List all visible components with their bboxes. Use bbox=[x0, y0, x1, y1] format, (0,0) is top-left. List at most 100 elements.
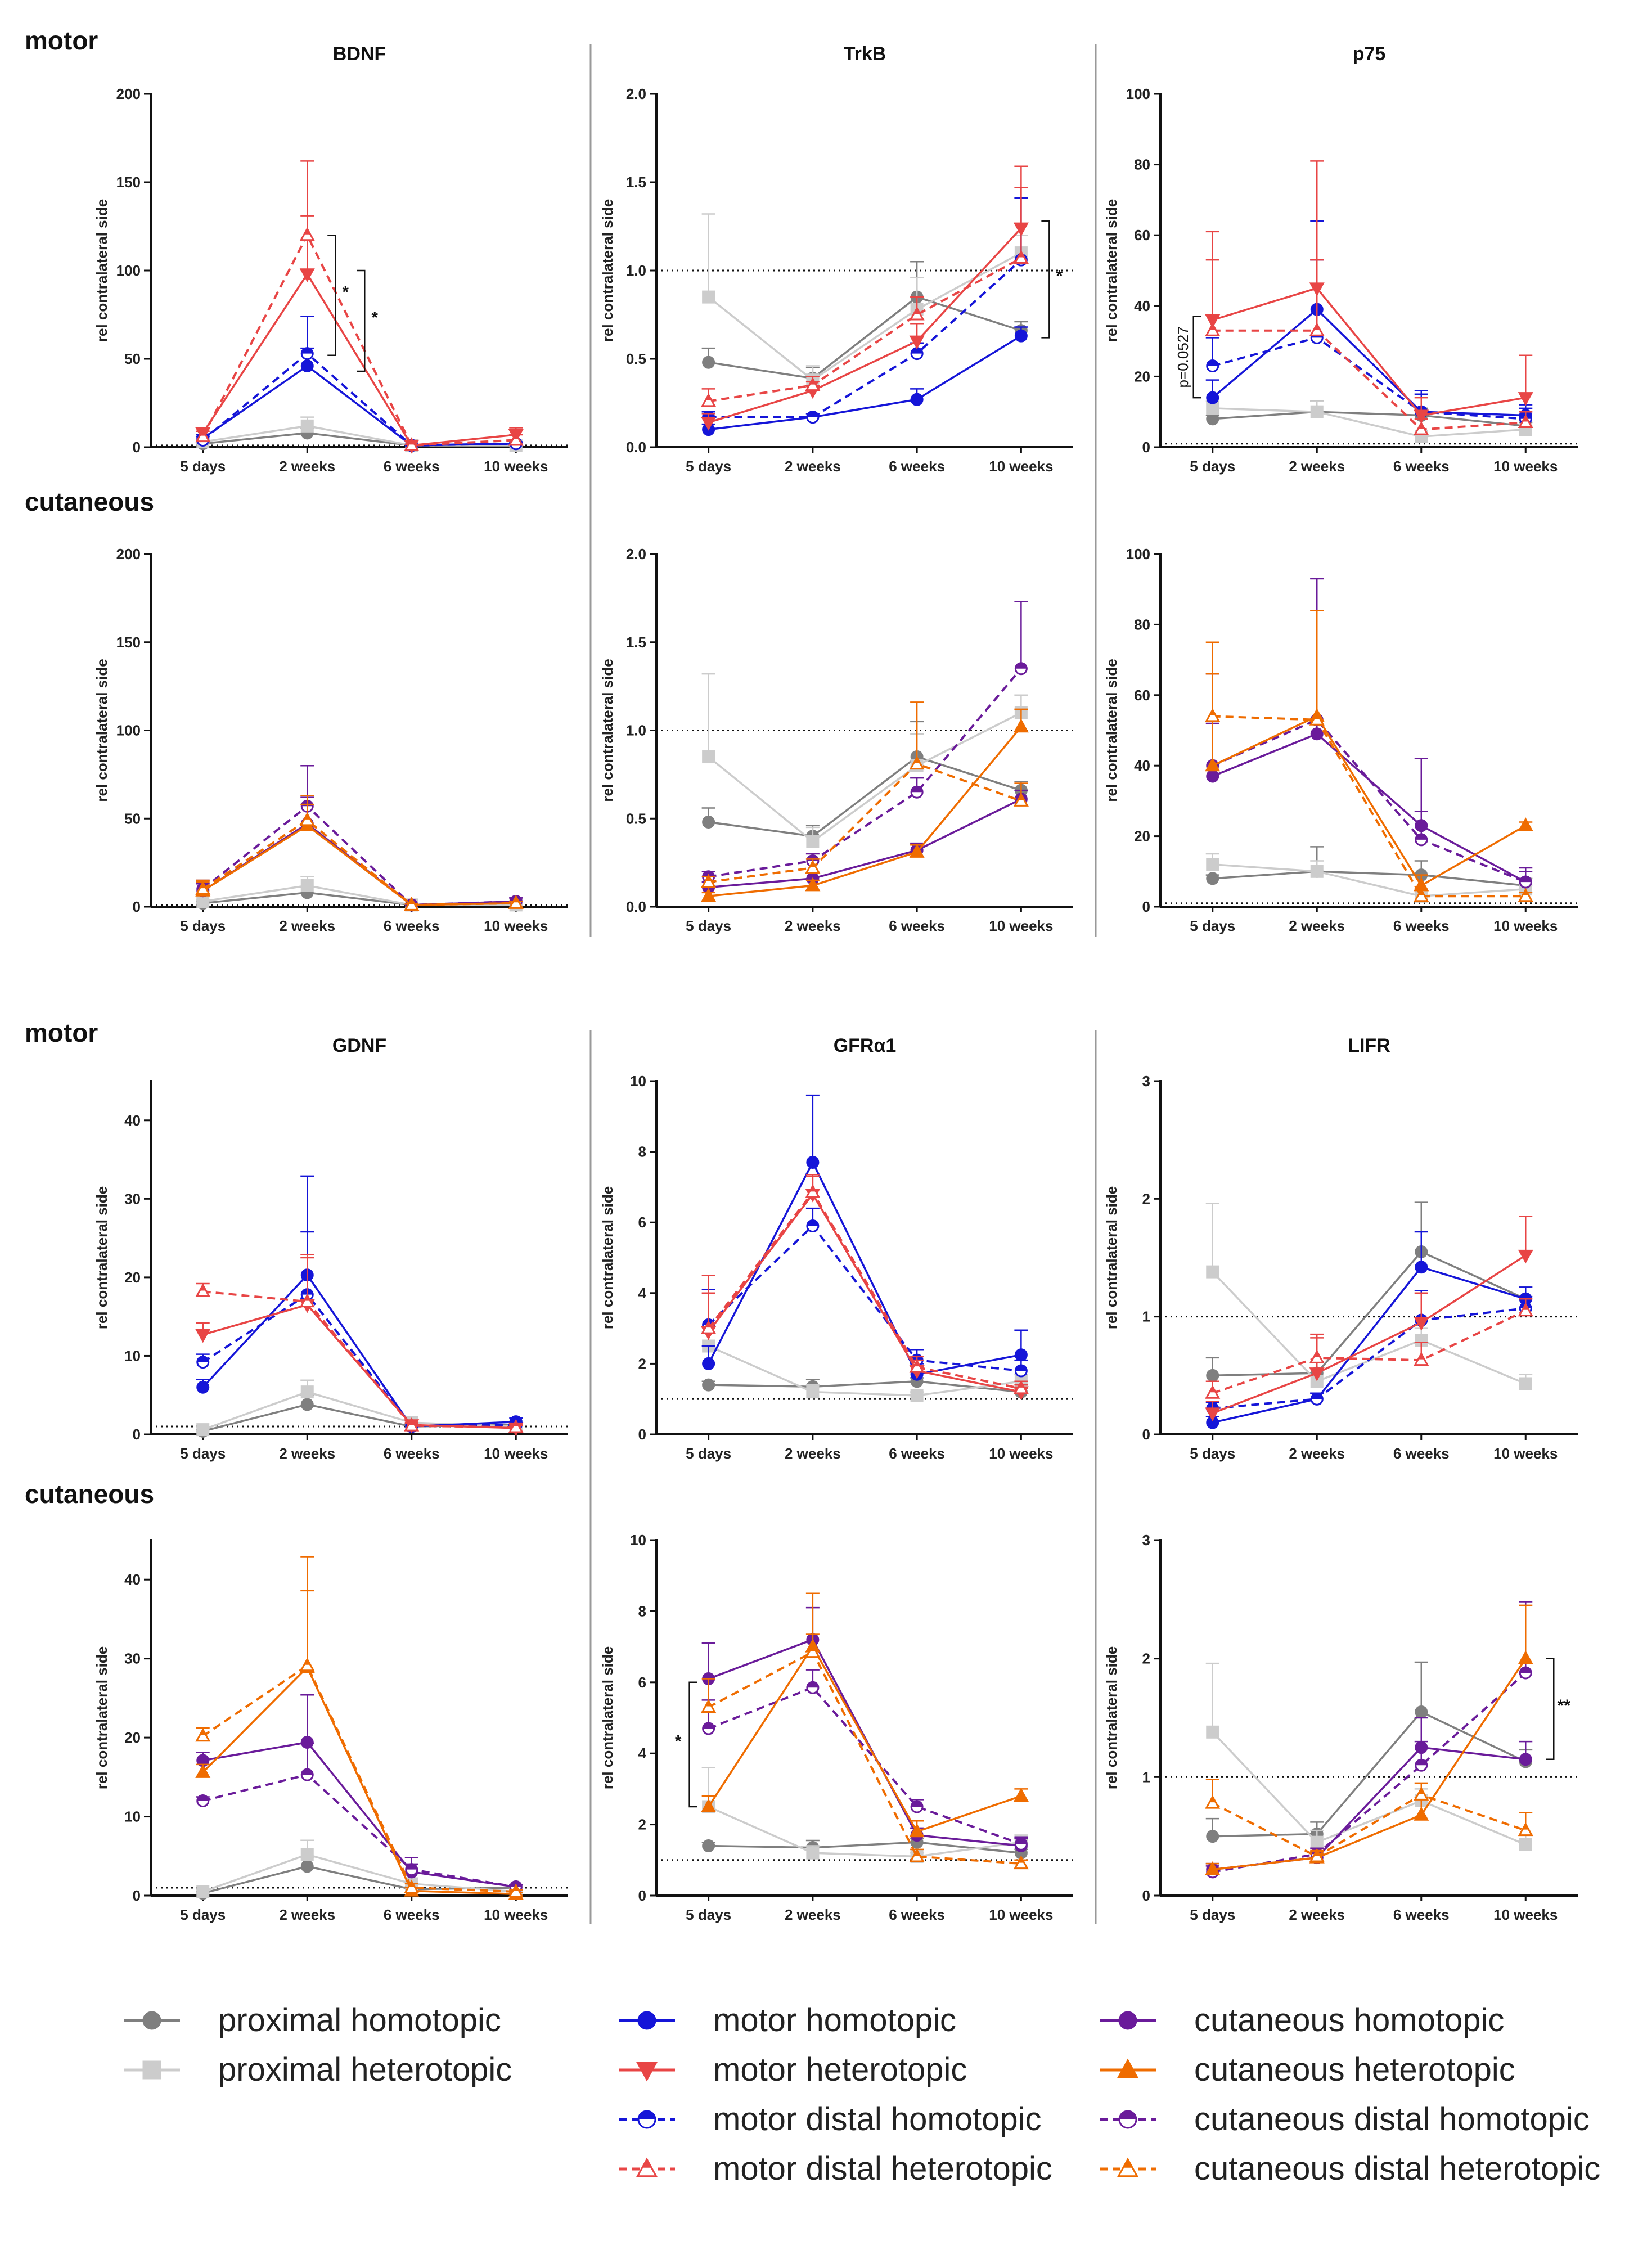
x-tick-label-lifr-motor-3: 10 weeks bbox=[1493, 1445, 1558, 1462]
y-tick-label-gfra1-motor-5: 10 bbox=[630, 1073, 646, 1090]
y-axis-label-gdnf-cutaneous: rel contralateral side bbox=[93, 1646, 110, 1789]
point-lifr-cutaneous-cutaneous-distal-heterotopic-1 bbox=[1309, 1848, 1325, 1862]
series-lifr-cutaneous-cutaneous-distal-heterotopic bbox=[1205, 1779, 1533, 1862]
point-gdnf-motor-motor-distal-homotopic-0 bbox=[196, 1356, 210, 1369]
series-line-gfra1-cutaneous-proximal-homotopic bbox=[708, 1841, 1021, 1854]
x-tick-label-lifr-motor-2: 6 weeks bbox=[1393, 1445, 1450, 1462]
point-trkb-motor-motor-distal-heterotopic-1 bbox=[805, 377, 821, 391]
point-gfra1-cutaneous-proximal-heterotopic-1 bbox=[806, 1846, 820, 1860]
legend-item-proximal-heterotopic: proximal heterotopic bbox=[124, 2051, 512, 2088]
annotation-bracket-gfra1-cutaneous-0 bbox=[688, 1681, 697, 1808]
point-lifr-cutaneous-cutaneous-heterotopic-0 bbox=[1205, 1861, 1221, 1875]
series-line-trkb-cutaneous-cutaneous-homotopic bbox=[708, 798, 1022, 889]
x-tick-label-gfra1-motor-3: 10 weeks bbox=[989, 1445, 1053, 1462]
legend-item-motor-distal-heterotopic: motor distal heterotopic bbox=[619, 2150, 1052, 2187]
x-tick-label-p75-cutaneous-0: 5 days bbox=[1190, 917, 1235, 934]
point-p75-cutaneous-cutaneous-homotopic-0 bbox=[1206, 769, 1219, 783]
point-p75-cutaneous-cutaneous-distal-heterotopic-0 bbox=[1205, 708, 1221, 722]
point-gdnf-motor-proximal-heterotopic-1 bbox=[300, 1385, 314, 1399]
point-gfra1-motor-motor-homotopic-0 bbox=[702, 1357, 715, 1370]
chart-title-lifr-motor: LIFR bbox=[1348, 1035, 1390, 1056]
series-p75-cutaneous-cutaneous-distal-heterotopic bbox=[1205, 610, 1533, 902]
point-trkb-cutaneous-cutaneous-distal-heterotopic-3 bbox=[1013, 793, 1029, 807]
point-lifr-cutaneous-cutaneous-heterotopic-3 bbox=[1518, 1650, 1533, 1664]
point-bdnf-cutaneous-cutaneous-distal-heterotopic-1 bbox=[299, 812, 315, 826]
series-p75-motor-motor-distal-heterotopic bbox=[1205, 259, 1533, 435]
legend-label-cutaneous-distal-heterotopic: cutaneous distal heterotopic bbox=[1194, 2150, 1600, 2187]
series-line-trkb-motor-motor-homotopic bbox=[708, 335, 1022, 431]
point-gdnf-cutaneous-proximal-heterotopic-0 bbox=[196, 1885, 210, 1898]
y-tick-label-p75-cutaneous-1: 20 bbox=[1134, 828, 1150, 845]
series-line-gfra1-motor-motor-distal-heterotopic bbox=[708, 1190, 1021, 1390]
point-trkb-cutaneous-cutaneous-distal-homotopic-3 bbox=[1014, 662, 1028, 676]
chart-title-gfra1-motor: GFRα1 bbox=[834, 1035, 897, 1056]
point-bdnf-motor-motor-distal-heterotopic-0 bbox=[195, 428, 211, 443]
annotation-text-trkb-motor-0: * bbox=[1056, 267, 1063, 286]
point-p75-cutaneous-proximal-heterotopic-0 bbox=[1206, 858, 1219, 871]
point-gfra1-motor-proximal-homotopic-0 bbox=[702, 1378, 715, 1392]
x-tick-label-gfra1-motor-0: 5 days bbox=[686, 1445, 731, 1462]
chart-gdnf-cutaneous: rel contralateral side 0 10 20 30 40 5 days 2 w… bbox=[93, 1539, 568, 1923]
point-bdnf-motor-motor-distal-heterotopic-3 bbox=[508, 431, 524, 446]
x-tick-label-lifr-cutaneous-3: 10 weeks bbox=[1493, 1906, 1558, 1923]
point-trkb-cutaneous-cutaneous-distal-homotopic-2 bbox=[910, 785, 924, 799]
series-line-p75-cutaneous-cutaneous-homotopic bbox=[1212, 732, 1527, 883]
point-trkb-motor-motor-homotopic-3 bbox=[1014, 329, 1028, 343]
series-line-lifr-cutaneous-proximal-heterotopic bbox=[1212, 1731, 1526, 1846]
y-tick-label-gdnf-cutaneous-4: 40 bbox=[124, 1571, 141, 1588]
x-tick-label-p75-motor-0: 5 days bbox=[1190, 458, 1235, 475]
y-tick-label-gdnf-cutaneous-2: 20 bbox=[124, 1729, 141, 1746]
point-trkb-motor-proximal-heterotopic-0 bbox=[702, 290, 715, 304]
point-p75-cutaneous-cutaneous-homotopic-1 bbox=[1310, 727, 1324, 741]
series-line-gdnf-cutaneous-cutaneous-distal-homotopic bbox=[202, 1773, 516, 1888]
point-gfra1-motor-motor-distal-heterotopic-0 bbox=[701, 1320, 717, 1334]
point-lifr-motor-proximal-heterotopic-0 bbox=[1206, 1265, 1219, 1279]
legend-marker-cutaneous-distal-heterotopic bbox=[1117, 2157, 1139, 2177]
y-axis-label-bdnf-motor: rel contralateral side bbox=[93, 199, 110, 342]
point-gdnf-cutaneous-cutaneous-distal-heterotopic-0 bbox=[195, 1727, 211, 1742]
x-tick-label-p75-motor-2: 6 weeks bbox=[1393, 458, 1450, 475]
point-gdnf-motor-motor-distal-heterotopic-3 bbox=[508, 1419, 524, 1433]
point-lifr-motor-proximal-heterotopic-3 bbox=[1519, 1377, 1532, 1390]
point-lifr-cutaneous-proximal-homotopic-0 bbox=[1206, 1830, 1219, 1843]
series-line-trkb-cutaneous-cutaneous-distal-heterotopic bbox=[708, 762, 1022, 884]
annotation-bracket-p75-motor-0 bbox=[1192, 316, 1201, 399]
series-gdnf-cutaneous-cutaneous-distal-homotopic bbox=[196, 1742, 523, 1894]
series-line-trkb-motor-motor-heterotopic bbox=[708, 227, 1022, 424]
y-tick-label-gdnf-cutaneous-1: 10 bbox=[124, 1808, 141, 1825]
y-tick-label-bdnf-cutaneous-2: 100 bbox=[116, 722, 141, 739]
y-tick-label-lifr-motor-2: 2 bbox=[1142, 1190, 1150, 1207]
series-line-trkb-motor-proximal-heterotopic bbox=[708, 252, 1022, 381]
point-p75-motor-motor-heterotopic-3 bbox=[1518, 392, 1533, 406]
series-trkb-motor-proximal-heterotopic bbox=[701, 213, 1028, 387]
y-tick-label-gdnf-motor-0: 0 bbox=[133, 1426, 141, 1443]
y-tick-label-trkb-cutaneous-3: 1.5 bbox=[626, 634, 646, 651]
series-line-trkb-motor-motor-distal-heterotopic bbox=[708, 257, 1022, 403]
series-line-trkb-motor-proximal-homotopic bbox=[708, 296, 1021, 380]
point-gdnf-motor-motor-distal-heterotopic-1 bbox=[299, 1293, 315, 1308]
series-line-gfra1-motor-motor-distal-homotopic bbox=[708, 1224, 1021, 1372]
point-lifr-motor-motor-distal-homotopic-1 bbox=[1310, 1392, 1324, 1406]
point-gfra1-motor-proximal-heterotopic-1 bbox=[806, 1385, 820, 1399]
point-p75-cutaneous-cutaneous-heterotopic-3 bbox=[1518, 817, 1533, 831]
point-lifr-motor-motor-heterotopic-1 bbox=[1309, 1367, 1325, 1381]
x-tick-label-p75-motor-1: 2 weeks bbox=[1289, 458, 1345, 475]
series-line-lifr-cutaneous-cutaneous-heterotopic bbox=[1212, 1658, 1527, 1871]
point-lifr-motor-motor-heterotopic-0 bbox=[1205, 1407, 1221, 1421]
y-tick-label-p75-cutaneous-3: 60 bbox=[1134, 687, 1150, 704]
y-tick-label-lifr-motor-1: 1 bbox=[1142, 1308, 1150, 1325]
point-bdnf-motor-motor-distal-homotopic-1 bbox=[300, 347, 314, 361]
x-tick-label-gdnf-motor-2: 6 weeks bbox=[384, 1445, 440, 1462]
y-tick-label-lifr-cutaneous-1: 1 bbox=[1142, 1768, 1150, 1785]
legend-item-motor-distal-homotopic: motor distal homotopic bbox=[619, 2101, 1041, 2137]
y-tick-label-gfra1-cutaneous-1: 2 bbox=[638, 1816, 646, 1833]
y-tick-label-lifr-motor-3: 3 bbox=[1142, 1073, 1150, 1090]
point-trkb-motor-proximal-homotopic-0 bbox=[702, 355, 715, 369]
point-p75-motor-proximal-heterotopic-1 bbox=[1310, 405, 1324, 418]
point-lifr-motor-motor-distal-heterotopic-2 bbox=[1414, 1352, 1429, 1366]
chart-title-bdnf-motor: BDNF bbox=[333, 43, 386, 65]
x-tick-label-gdnf-cutaneous-3: 10 weeks bbox=[484, 1906, 548, 1923]
point-p75-cutaneous-proximal-heterotopic-1 bbox=[1310, 865, 1324, 878]
point-lifr-cutaneous-proximal-homotopic-2 bbox=[1415, 1705, 1428, 1718]
